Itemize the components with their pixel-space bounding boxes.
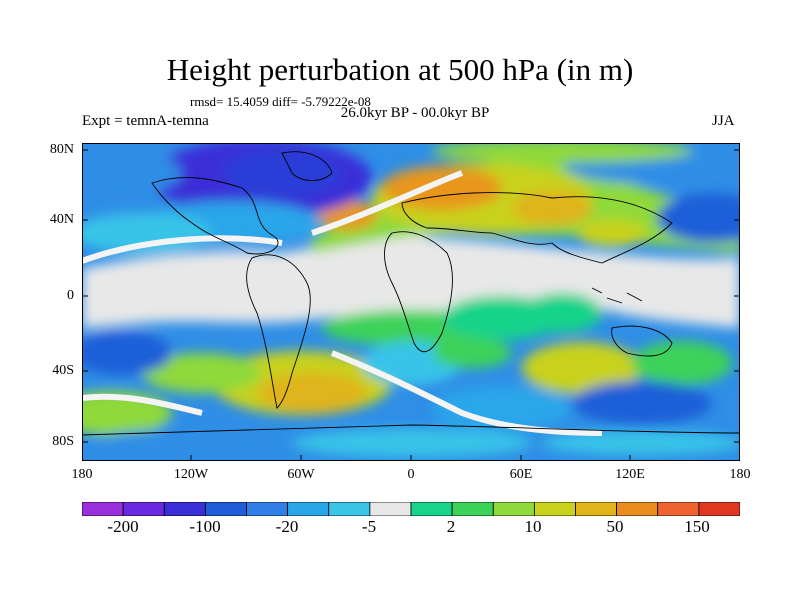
stats-line: rmsd= 15.4059 diff= -5.79222e-08	[190, 94, 371, 109]
colorbar	[82, 502, 740, 516]
colorbar-box	[163, 502, 206, 516]
season-label: JJA	[712, 113, 735, 129]
lon-label-180w: 180	[71, 467, 93, 482]
colorbar-label: -200	[107, 517, 139, 536]
axis-ticks	[82, 149, 740, 461]
colorbar-box	[82, 502, 124, 516]
lon-label-60e: 60E	[509, 467, 533, 482]
colorbar-label: 2	[446, 517, 456, 536]
map-panel	[82, 143, 740, 461]
colorbar-box	[657, 502, 700, 516]
colorbar-label: 50	[606, 517, 624, 536]
colorbar-box	[451, 502, 494, 516]
colorbar-label: -5	[361, 517, 377, 536]
colorbar-label: -20	[275, 517, 299, 536]
lat-label-0: 0	[67, 288, 74, 303]
colorbar-box	[492, 502, 535, 516]
lat-label-40n: 40N	[49, 212, 74, 227]
colorbar-label: 150	[684, 517, 710, 536]
colorbar-box	[204, 502, 247, 516]
lon-label-0: 0	[407, 467, 415, 482]
plot-title: Height perturbation at 500 hPa (in m)	[166, 52, 634, 87]
contour-field	[82, 143, 740, 461]
colorbar-box	[616, 502, 659, 516]
colorbar-box	[575, 502, 618, 516]
colorbar-box	[246, 502, 289, 516]
colorbar-box	[410, 502, 453, 516]
lon-label-120e: 120E	[615, 467, 645, 482]
lat-label-40s: 40S	[52, 363, 74, 378]
coastlines	[82, 151, 740, 436]
colorbar-box	[287, 502, 330, 516]
colorbar-box	[533, 502, 576, 516]
lon-label-180e: 180	[729, 467, 751, 482]
lat-label-80s: 80S	[52, 434, 74, 449]
lat-label-80n: 80N	[49, 142, 74, 157]
colorbar-label: -100	[189, 517, 221, 536]
colorbar-box	[328, 502, 371, 516]
lon-label-60w: 60W	[287, 467, 315, 482]
period-label: 26.0kyr BP - 00.0kyr BP	[340, 105, 490, 121]
colorbar-label: 10	[524, 517, 542, 536]
colorbar-box	[369, 502, 412, 516]
colorbar-box	[698, 502, 740, 516]
colorbar-box	[122, 502, 165, 516]
lon-label-120w: 120W	[173, 467, 209, 482]
experiment-label: Expt = temnA-temna	[82, 113, 209, 129]
